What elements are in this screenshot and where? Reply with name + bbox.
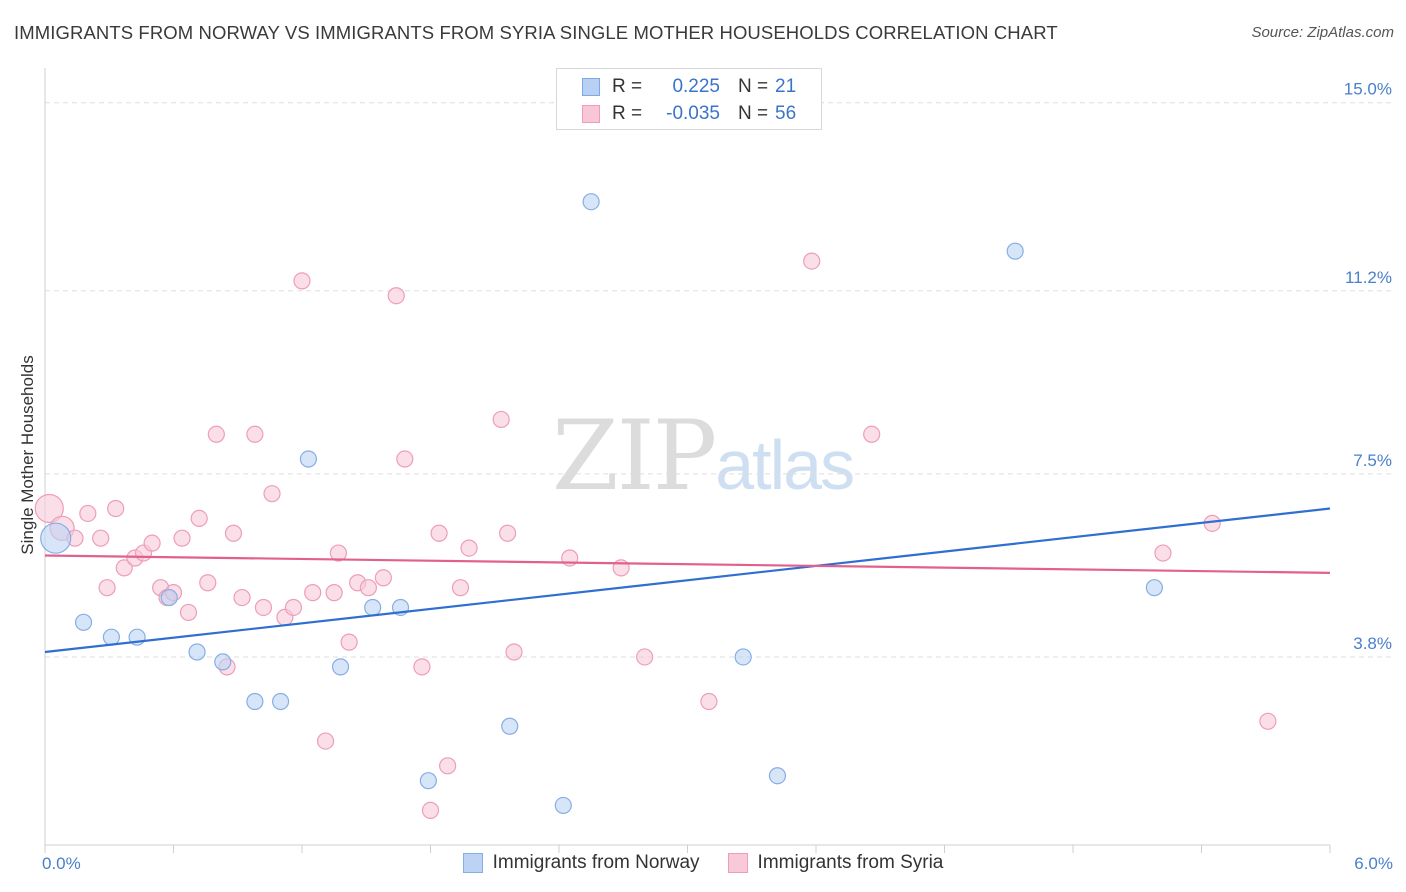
- data-point-syria: [439, 757, 457, 775]
- data-point-syria: [293, 272, 311, 290]
- stats-box: R = 0.225 N = 21 R = -0.035 N = 56: [556, 68, 822, 130]
- y-tick-label: 15.0%: [1344, 80, 1392, 99]
- data-point-syria: [284, 598, 303, 617]
- data-point-syria: [413, 658, 431, 676]
- data-point-syria: [173, 529, 191, 547]
- source-label: Source: ZipAtlas.com: [1251, 24, 1394, 41]
- y-tick-label: 7.5%: [1353, 451, 1392, 470]
- stats-r-label: R =: [612, 103, 643, 124]
- data-point-syria: [92, 529, 110, 547]
- stats-n-value: 21: [775, 76, 797, 97]
- legend-item-norway[interactable]: Immigrants from Norway: [462, 852, 700, 874]
- stats-n-label: N =: [738, 103, 769, 124]
- legend-swatch-norway: [462, 853, 483, 873]
- data-point-syria: [263, 485, 281, 503]
- data-point-norway: [364, 598, 382, 617]
- data-point-syria: [246, 425, 264, 443]
- x-tick-label: 0.0%: [42, 854, 81, 873]
- data-point-syria: [636, 648, 654, 666]
- data-point-norway: [331, 658, 350, 676]
- data-point-syria: [451, 579, 470, 597]
- data-point-norway: [74, 613, 93, 631]
- data-point-syria: [316, 732, 335, 750]
- watermark-zip: ZIP: [552, 400, 717, 512]
- watermark-atlas: atlas: [715, 426, 855, 504]
- legend-label-syria: Immigrants from Syria: [757, 852, 944, 873]
- data-point-syria: [79, 504, 97, 523]
- data-point-norway: [214, 653, 232, 671]
- legend-label-norway: Immigrants from Norway: [492, 852, 700, 873]
- stats-r-value: -0.035: [666, 103, 720, 124]
- trend-line-syria: [44, 554, 1331, 574]
- data-point-syria: [179, 603, 198, 622]
- data-point-syria: [304, 584, 322, 602]
- stats-row-norway: R = 0.225 N = 21: [557, 74, 796, 100]
- data-point-norway: [102, 628, 120, 646]
- data-point-syria: [190, 509, 208, 528]
- data-point-syria: [505, 643, 523, 661]
- data-point-syria: [421, 801, 440, 819]
- data-point-syria: [340, 633, 358, 651]
- stats-n-value: 56: [775, 103, 797, 124]
- data-point-syria: [233, 588, 251, 607]
- legend-item-syria[interactable]: Immigrants from Syria: [727, 852, 944, 874]
- data-point-syria: [492, 410, 510, 429]
- data-point-norway: [188, 643, 206, 661]
- data-point-norway: [419, 772, 437, 790]
- data-point-syria: [460, 539, 478, 557]
- data-point-syria: [430, 524, 448, 542]
- data-point-syria: [863, 425, 881, 443]
- stats-row-syria: R = -0.035 N = 56: [557, 101, 796, 127]
- data-point-norway: [160, 588, 178, 607]
- data-point-syria: [115, 559, 133, 577]
- data-point-norway: [1006, 242, 1024, 260]
- stats-swatch-syria: [582, 105, 600, 123]
- stats-r-value: 0.225: [672, 76, 720, 97]
- data-point-syria: [143, 534, 161, 552]
- data-point-syria: [700, 692, 718, 711]
- trend-line-norway: [44, 507, 1331, 654]
- legend: Immigrants from Norway Immigrants from S…: [0, 852, 1406, 874]
- data-point-syria: [329, 544, 348, 562]
- data-point-norway: [1145, 579, 1163, 597]
- data-point-syria: [1154, 544, 1172, 562]
- data-point-syria: [199, 574, 217, 592]
- stats-n-label: N =: [738, 76, 769, 97]
- data-point-syria: [34, 493, 64, 524]
- data-point-syria: [359, 579, 377, 597]
- data-point-syria: [207, 425, 225, 443]
- stats-r-label: R =: [612, 76, 643, 97]
- data-point-syria: [98, 579, 116, 597]
- data-point-syria: [254, 598, 273, 617]
- data-point-syria: [499, 524, 517, 542]
- data-point-syria: [803, 252, 821, 270]
- data-point-norway: [582, 193, 600, 211]
- data-point-syria: [374, 569, 392, 587]
- data-point-syria: [387, 287, 405, 305]
- data-point-norway: [768, 767, 787, 785]
- x-tick-label: 6.0%: [1354, 854, 1393, 873]
- data-point-norway: [299, 450, 318, 468]
- data-point-syria: [396, 450, 414, 468]
- stats-swatch-norway: [582, 78, 600, 96]
- data-point-syria: [1259, 712, 1277, 730]
- y-tick-label: 11.2%: [1345, 268, 1392, 287]
- data-point-norway: [554, 796, 572, 815]
- legend-swatch-syria: [727, 853, 748, 873]
- watermark: ZIPatlas: [552, 400, 855, 512]
- chart-title: IMMIGRANTS FROM NORWAY VS IMMIGRANTS FRO…: [14, 22, 1058, 43]
- data-point-norway: [734, 648, 752, 666]
- data-point-syria: [224, 524, 243, 542]
- data-point-syria: [107, 499, 125, 518]
- data-point-syria: [325, 584, 343, 602]
- data-point-norway: [271, 692, 290, 711]
- data-point-norway: [246, 692, 264, 711]
- data-point-norway: [501, 717, 519, 735]
- data-point-norway: [40, 522, 72, 554]
- y-tick-label: 3.8%: [1353, 634, 1392, 653]
